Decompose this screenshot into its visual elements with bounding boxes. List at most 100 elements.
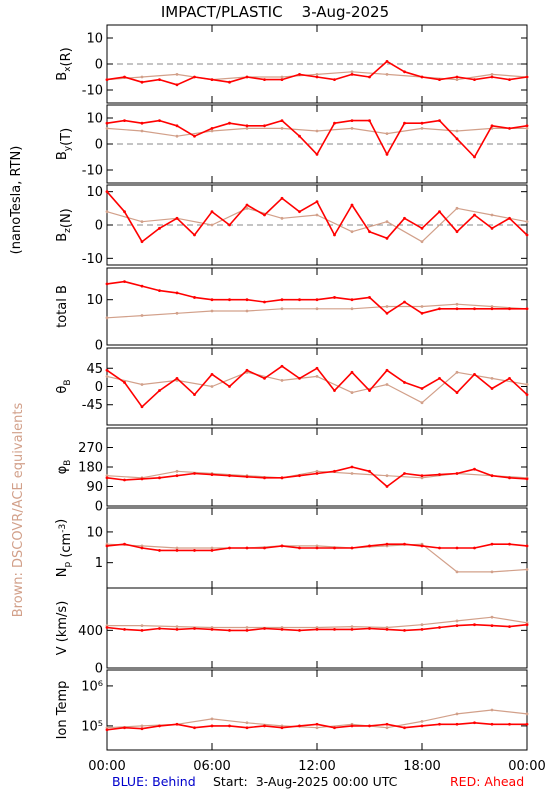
data-point-red	[315, 722, 319, 726]
data-point-red	[245, 75, 249, 79]
data-point-red	[508, 216, 511, 220]
data-point-red	[263, 476, 266, 480]
data-point-red	[508, 126, 511, 130]
data-point-red	[175, 628, 179, 631]
panel-bz: 10 0 -10 Bz(N)	[55, 184, 529, 267]
data-point-red	[508, 78, 511, 81]
data-point-red	[438, 78, 441, 81]
data-point-red	[473, 372, 476, 376]
footer-legend: BLUE: Behind Start: 3-Aug-2025 00:00 UTC…	[0, 774, 550, 794]
panel-ylabel: V (km/s)	[55, 601, 70, 656]
data-point-brown	[490, 376, 494, 380]
data-point-red	[175, 376, 179, 380]
data-point-brown	[175, 546, 179, 550]
data-point-red	[508, 625, 511, 628]
panel-ylabel: Bz(N)	[55, 208, 74, 242]
data-point-brown	[350, 307, 354, 311]
data-point-red	[245, 628, 249, 632]
data-point-red	[490, 226, 494, 230]
data-point-red	[490, 542, 494, 546]
data-point-red	[420, 628, 424, 631]
data-point-red	[210, 210, 214, 214]
y-tick-label: -10	[82, 84, 103, 99]
data-point-red	[333, 726, 336, 730]
data-point-brown	[245, 721, 249, 725]
data-point-brown	[280, 126, 284, 130]
data-point-brown	[455, 619, 459, 623]
units-side-label: (nanoTesla, RTN)	[9, 146, 24, 255]
data-point-brown	[175, 625, 179, 628]
data-point-red	[368, 230, 371, 234]
data-point-brown	[315, 73, 319, 76]
data-point-red	[333, 233, 336, 237]
brown-legend-side-label: Brown: DSCOVR/ACE equivalents	[11, 403, 26, 618]
y-tick-label: 270	[78, 441, 103, 456]
panel-bx: 10 0 -10 Bx(R)	[55, 24, 529, 104]
data-point-brown	[455, 302, 459, 306]
data-point-red	[438, 473, 441, 476]
data-point-red	[298, 376, 301, 380]
y-tick-label: 0	[95, 58, 103, 73]
data-point-brown	[105, 210, 109, 214]
panel-ylabel: total B	[55, 285, 70, 328]
data-point-red	[245, 203, 249, 207]
data-point-red	[385, 722, 389, 726]
data-point-red	[368, 724, 371, 728]
data-point-brown	[315, 213, 319, 217]
data-point-red	[105, 476, 109, 480]
data-point-brown	[105, 474, 109, 478]
data-point-red	[175, 291, 179, 295]
data-point-red	[280, 628, 284, 631]
data-point-red	[245, 475, 249, 479]
data-point-red	[158, 549, 161, 552]
data-point-red	[315, 200, 319, 204]
series-brown	[106, 303, 528, 319]
y-tick-label: 10	[86, 185, 103, 200]
data-point-brown	[315, 307, 319, 311]
data-point-red	[263, 376, 266, 380]
data-point-brown	[420, 401, 424, 405]
data-point-brown	[140, 314, 144, 317]
data-point-brown	[490, 570, 494, 574]
data-point-red	[193, 549, 196, 552]
y-tick-label: 10	[86, 32, 103, 47]
data-point-red	[420, 121, 424, 125]
data-point-brown	[455, 712, 459, 716]
data-point-brown	[490, 708, 494, 712]
data-point-red	[263, 124, 266, 128]
data-point-red	[175, 549, 179, 552]
panel-ylabel: By(T)	[55, 128, 74, 160]
panel-frame	[106, 427, 528, 507]
data-point-red	[438, 546, 441, 550]
data-point-red	[333, 296, 336, 299]
data-point-red	[315, 75, 319, 79]
legend-red-ahead: RED: Ahead	[450, 774, 525, 789]
panel-frame	[106, 347, 528, 426]
data-point-red	[298, 628, 301, 632]
data-point-red	[368, 627, 371, 630]
data-point-brown	[315, 544, 319, 548]
data-point-red	[123, 478, 126, 482]
data-point-red	[158, 226, 161, 230]
data-point-red	[350, 370, 354, 374]
x-tick-label: 06:00	[193, 759, 230, 774]
data-point-red	[245, 546, 249, 550]
data-point-red	[403, 542, 406, 546]
data-point-red	[368, 544, 371, 548]
data-point-red	[315, 546, 319, 550]
data-point-red	[490, 722, 494, 726]
data-point-brown	[525, 126, 529, 130]
data-point-brown	[420, 126, 424, 130]
data-point-red	[368, 389, 371, 392]
data-point-red	[175, 216, 179, 220]
data-point-brown	[140, 220, 144, 224]
data-point-red	[473, 213, 476, 217]
data-point-red	[420, 75, 424, 79]
data-point-red	[105, 282, 109, 286]
data-point-red	[403, 381, 406, 384]
data-point-red	[350, 465, 354, 469]
data-point-red	[333, 389, 336, 392]
start-time-label: Start: 3-Aug-2025 00:00 UTC	[213, 774, 398, 789]
y-tick-label: 10	[86, 293, 103, 308]
y-tick-label: 45	[86, 362, 103, 377]
